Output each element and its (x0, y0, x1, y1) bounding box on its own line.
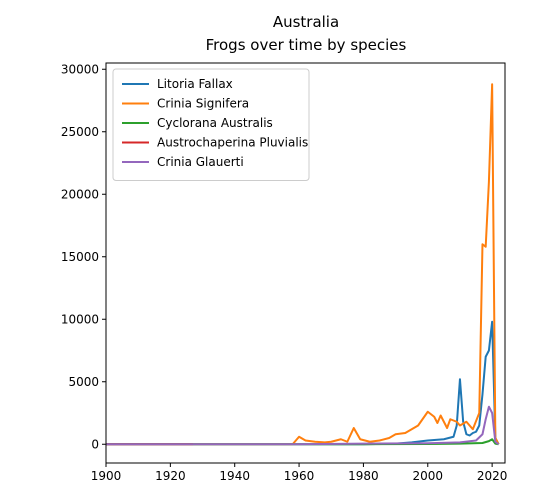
x-tick-label-2: 1940 (219, 469, 250, 483)
y-tick-label-6: 30000 (61, 62, 99, 76)
series-line-4 (106, 405, 500, 446)
chart-subtitle: Frogs over time by species (206, 36, 407, 54)
chart-title: Australia (273, 13, 339, 31)
y-axis: 0 5000 10000 15000 20000 25000 30000 (61, 62, 106, 451)
plot-frame (105, 62, 506, 464)
x-axis: 1900 1920 1940 1960 1980 2000 2020 (91, 463, 508, 483)
legend-label-2: Cyclorana Australis (157, 116, 273, 130)
x-tick-label-0: 1900 (91, 469, 122, 483)
series-layer (106, 83, 500, 446)
y-tick-label-2: 10000 (61, 312, 99, 326)
x-tick-label-5: 2000 (413, 469, 444, 483)
legend-frame (112, 68, 310, 181)
y-tick-label-5: 25000 (61, 125, 99, 139)
y-tick-label-1: 5000 (68, 375, 99, 389)
legend-label-3: Austrochaperina Pluvialis (157, 136, 308, 150)
y-tick-label-3: 15000 (61, 250, 99, 264)
x-tick-label-3: 1960 (284, 469, 315, 483)
legend-label-4: Crinia Glauerti (157, 155, 244, 169)
legend: Litoria Fallax Crinia Signifera Cyclorana … (112, 68, 310, 181)
y-tick-label-0: 0 (91, 437, 99, 451)
x-tick-label-6: 2020 (477, 469, 508, 483)
series-line-1 (106, 83, 500, 446)
y-tick-label-4: 20000 (61, 187, 99, 201)
legend-label-0: Litoria Fallax (157, 77, 233, 91)
legend-label-1: Crinia Signifera (157, 97, 249, 111)
x-tick-label-1: 1920 (155, 469, 186, 483)
x-tick-label-4: 1980 (348, 469, 379, 483)
